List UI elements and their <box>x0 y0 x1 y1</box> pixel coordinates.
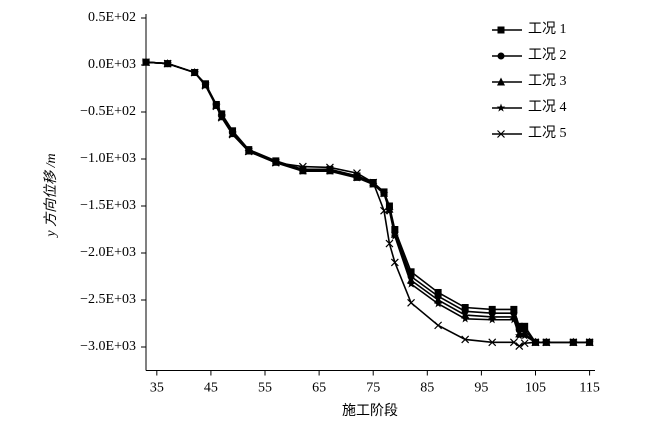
marker <box>461 304 469 312</box>
marker <box>407 298 415 307</box>
marker <box>407 268 415 276</box>
x-tick-label: 35 <box>150 381 164 396</box>
marker <box>433 299 443 308</box>
marker <box>434 321 443 330</box>
marker <box>406 279 416 288</box>
legend-label: 工况 5 <box>528 126 567 141</box>
marker <box>390 231 400 240</box>
legend-marker <box>496 103 506 112</box>
marker <box>244 147 253 156</box>
x-tick-label: 95 <box>474 381 488 396</box>
legend-marker <box>497 130 505 138</box>
y-tick-label: −3.0E+03 <box>80 339 136 354</box>
series-line <box>145 61 590 344</box>
marker <box>352 173 362 182</box>
marker <box>542 338 551 347</box>
legend-label: 工况 1 <box>528 22 567 37</box>
marker <box>434 288 442 296</box>
marker <box>142 58 150 67</box>
marker <box>461 335 470 344</box>
marker <box>271 158 280 167</box>
marker <box>515 322 523 330</box>
y-tick-label: 0.0E+03 <box>88 57 136 72</box>
legend-marker <box>497 26 505 34</box>
marker <box>509 315 519 324</box>
y-tick-label: −2.0E+03 <box>80 245 136 260</box>
marker <box>379 189 389 198</box>
marker <box>487 315 497 324</box>
marker <box>217 113 226 122</box>
marker <box>325 166 335 175</box>
marker <box>531 338 540 347</box>
marker <box>488 305 496 313</box>
marker <box>385 206 394 215</box>
marker <box>380 206 388 215</box>
y-tick-label: 0.5E+02 <box>88 10 136 25</box>
series-line <box>145 61 590 344</box>
marker <box>520 339 529 348</box>
x-tick-label: 75 <box>366 381 380 396</box>
marker <box>569 338 578 347</box>
x-tick-label: 45 <box>204 381 218 396</box>
marker <box>298 166 308 175</box>
marker <box>515 342 524 350</box>
marker <box>390 258 399 267</box>
marker <box>460 314 470 323</box>
series-line <box>145 61 590 344</box>
legend-label: 工况 4 <box>528 100 567 115</box>
x-tick-label: 115 <box>579 381 599 396</box>
marker <box>521 322 529 330</box>
x-tick-label: 65 <box>312 381 326 396</box>
marker <box>520 331 529 340</box>
marker <box>353 169 361 178</box>
y-tick-label: −1.0E+03 <box>80 151 136 166</box>
marker <box>369 178 378 187</box>
marker <box>163 59 172 68</box>
marker <box>201 81 210 90</box>
x-tick-label: 105 <box>525 381 546 396</box>
y-tick-label: −1.5E+03 <box>80 198 136 213</box>
legend-label: 工况 3 <box>528 74 567 89</box>
marker <box>326 163 334 172</box>
marker <box>488 338 497 347</box>
marker <box>509 338 518 347</box>
x-axis-label: 施工阶段 <box>342 403 398 419</box>
x-tick-label: 55 <box>258 381 272 396</box>
y-tick-label: −2.5E+03 <box>80 292 136 307</box>
marker <box>514 331 524 340</box>
marker <box>298 162 307 171</box>
marker <box>228 130 237 139</box>
marker <box>212 102 221 111</box>
legend-marker <box>497 52 505 60</box>
legend-marker <box>497 77 505 86</box>
marker <box>190 68 199 77</box>
series-line <box>145 61 590 344</box>
marker <box>510 305 518 313</box>
legend-label: 工况 2 <box>528 48 567 63</box>
y-tick-label: −0.5E+02 <box>80 104 136 119</box>
y-axis-label: y 方向位移 /m <box>43 153 59 238</box>
marker <box>585 338 594 347</box>
marker <box>385 239 394 248</box>
x-tick-label: 85 <box>420 381 434 396</box>
